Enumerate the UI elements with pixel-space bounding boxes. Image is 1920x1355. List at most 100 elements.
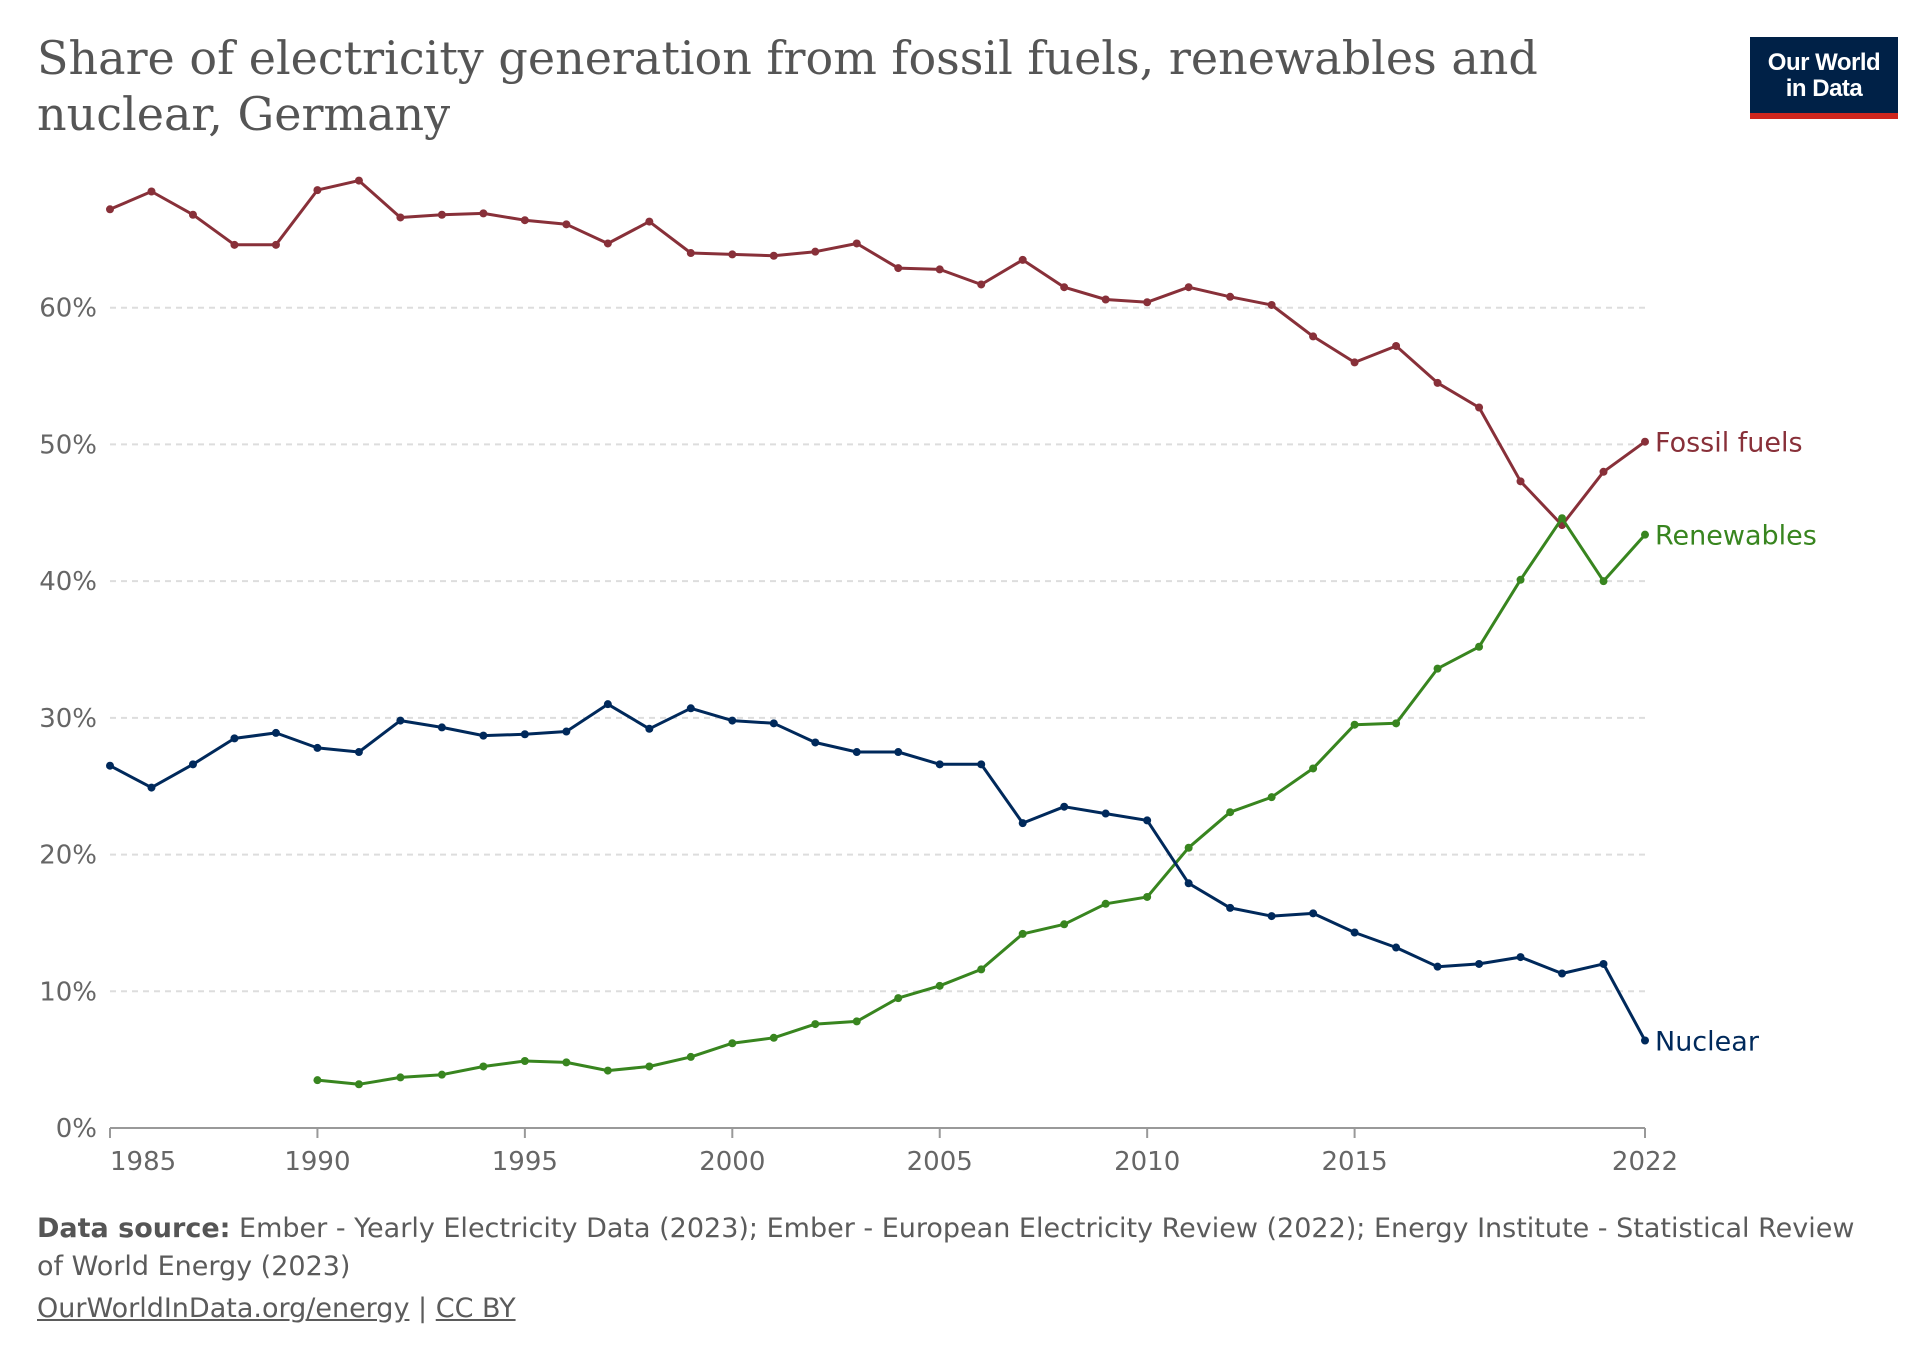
logo-line-1: Our World bbox=[1767, 49, 1881, 76]
series bbox=[106, 176, 1649, 1089]
y-tick-label: 40% bbox=[39, 567, 97, 597]
footer-separator: | bbox=[418, 1293, 428, 1324]
data-point-nuclear bbox=[479, 731, 488, 740]
data-point-renewables bbox=[728, 1039, 737, 1048]
y-tick-label: 50% bbox=[39, 430, 97, 460]
data-point-fossil-fuels bbox=[437, 210, 446, 219]
data-point-fossil-fuels bbox=[396, 213, 405, 222]
series-label-nuclear: Nuclear bbox=[1655, 1027, 1760, 1058]
chart-title: Share of electricity generation from fos… bbox=[37, 31, 1538, 141]
data-point-nuclear bbox=[1226, 903, 1235, 912]
data-point-renewables bbox=[977, 965, 986, 974]
data-point-nuclear bbox=[1143, 816, 1152, 825]
axes: 0% 10% 20% 30% 40% 50% 60% 1985 1990 1995 2000 2005… bbox=[39, 294, 1678, 1177]
data-point-nuclear bbox=[1101, 809, 1110, 818]
logo-line-2: in Data bbox=[1785, 75, 1863, 102]
data-point-nuclear bbox=[977, 760, 986, 769]
data-point-fossil-fuels bbox=[1641, 437, 1649, 446]
data-point-fossil-fuels bbox=[811, 247, 820, 256]
data-point-fossil-fuels bbox=[106, 205, 114, 214]
data-point-fossil-fuels bbox=[1060, 283, 1069, 292]
data-point-renewables bbox=[313, 1076, 322, 1085]
data-point-nuclear bbox=[1516, 953, 1525, 962]
data-point-renewables bbox=[1226, 808, 1235, 817]
data-point-renewables bbox=[935, 981, 944, 990]
data-point-renewables bbox=[686, 1052, 695, 1061]
data-point-fossil-fuels bbox=[1475, 403, 1484, 412]
data-source: Data source: Ember - Yearly Electricity … bbox=[37, 1210, 1887, 1286]
data-point-nuclear bbox=[562, 727, 571, 736]
y-tick-label: 10% bbox=[39, 977, 97, 1007]
data-point-fossil-fuels bbox=[645, 217, 654, 226]
data-point-fossil-fuels bbox=[479, 209, 488, 218]
series-label-renewables: Renewables bbox=[1655, 521, 1817, 552]
data-point-renewables bbox=[603, 1066, 612, 1075]
data-point-nuclear bbox=[313, 743, 322, 752]
data-point-renewables bbox=[562, 1058, 571, 1067]
license-link[interactable]: CC BY bbox=[435, 1293, 516, 1324]
data-point-fossil-fuels bbox=[1184, 283, 1193, 292]
data-point-fossil-fuels bbox=[1433, 378, 1442, 387]
data-point-nuclear bbox=[686, 704, 695, 713]
data-point-nuclear bbox=[1309, 909, 1318, 918]
data-point-nuclear bbox=[603, 700, 612, 709]
data-point-renewables bbox=[520, 1057, 529, 1066]
data-point-fossil-fuels bbox=[1226, 292, 1235, 301]
line-chart: 0% 10% 20% 30% 40% 50% 60% 1985 1990 1995 2000 2005… bbox=[39, 176, 1817, 1177]
series-line-fossil-fuels bbox=[109, 179, 1646, 527]
data-point-renewables bbox=[769, 1033, 778, 1042]
data-point-fossil-fuels bbox=[1350, 358, 1359, 367]
data-point-renewables bbox=[1101, 899, 1110, 908]
data-point-renewables bbox=[354, 1080, 363, 1089]
x-tick-label: 1990 bbox=[284, 1147, 350, 1177]
data-point-renewables bbox=[1641, 530, 1649, 539]
data-point-renewables bbox=[396, 1073, 405, 1082]
data-point-nuclear bbox=[1018, 819, 1027, 828]
data-point-nuclear bbox=[1184, 879, 1193, 888]
data-point-nuclear bbox=[1641, 1036, 1649, 1045]
data-point-nuclear bbox=[354, 748, 363, 757]
data-point-nuclear bbox=[769, 719, 778, 728]
data-point-renewables bbox=[894, 994, 903, 1003]
data-point-nuclear bbox=[271, 728, 280, 737]
data-point-renewables bbox=[1350, 720, 1359, 729]
x-tick-label: 1995 bbox=[492, 1147, 558, 1177]
data-point-nuclear bbox=[1350, 928, 1359, 937]
data-point-fossil-fuels bbox=[1143, 298, 1152, 307]
data-point-fossil-fuels bbox=[603, 239, 612, 248]
data-point-renewables bbox=[1558, 514, 1567, 523]
data-point-fossil-fuels bbox=[977, 280, 986, 289]
data-point-nuclear bbox=[188, 760, 197, 769]
data-point-nuclear bbox=[1599, 959, 1608, 968]
data-point-fossil-fuels bbox=[230, 240, 239, 249]
data-point-fossil-fuels bbox=[313, 186, 322, 195]
data-point-fossil-fuels bbox=[1267, 300, 1276, 309]
data-point-fossil-fuels bbox=[520, 216, 529, 225]
data-point-fossil-fuels bbox=[1309, 332, 1318, 341]
data-point-fossil-fuels bbox=[894, 264, 903, 273]
data-point-nuclear bbox=[935, 760, 944, 769]
series-label-fossil-fuels: Fossil fuels bbox=[1655, 428, 1803, 459]
data-point-fossil-fuels bbox=[354, 176, 363, 185]
data-point-nuclear bbox=[396, 716, 405, 725]
data-point-fossil-fuels bbox=[271, 240, 280, 249]
data-point-renewables bbox=[852, 1017, 861, 1026]
x-tick-label: 2015 bbox=[1322, 1147, 1388, 1177]
data-point-nuclear bbox=[1475, 959, 1484, 968]
data-point-fossil-fuels bbox=[147, 187, 156, 196]
data-point-fossil-fuels bbox=[1599, 467, 1608, 476]
energy-link[interactable]: OurWorldInData.org/energy bbox=[37, 1293, 410, 1324]
footer-links: OurWorldInData.org/energy | CC BY bbox=[37, 1290, 516, 1328]
data-point-fossil-fuels bbox=[1516, 477, 1525, 486]
data-point-fossil-fuels bbox=[562, 220, 571, 229]
y-tick-label: 20% bbox=[39, 841, 97, 871]
data-point-renewables bbox=[1433, 664, 1442, 673]
x-tick-label: 2000 bbox=[699, 1147, 765, 1177]
data-point-fossil-fuels bbox=[1392, 341, 1401, 350]
series-line-nuclear bbox=[109, 702, 1647, 1042]
data-point-nuclear bbox=[1267, 912, 1276, 921]
data-point-renewables bbox=[1516, 575, 1525, 584]
data-point-renewables bbox=[1392, 719, 1401, 728]
owid-logo[interactable]: Our World in Data bbox=[1750, 37, 1898, 119]
data-point-nuclear bbox=[520, 730, 529, 739]
